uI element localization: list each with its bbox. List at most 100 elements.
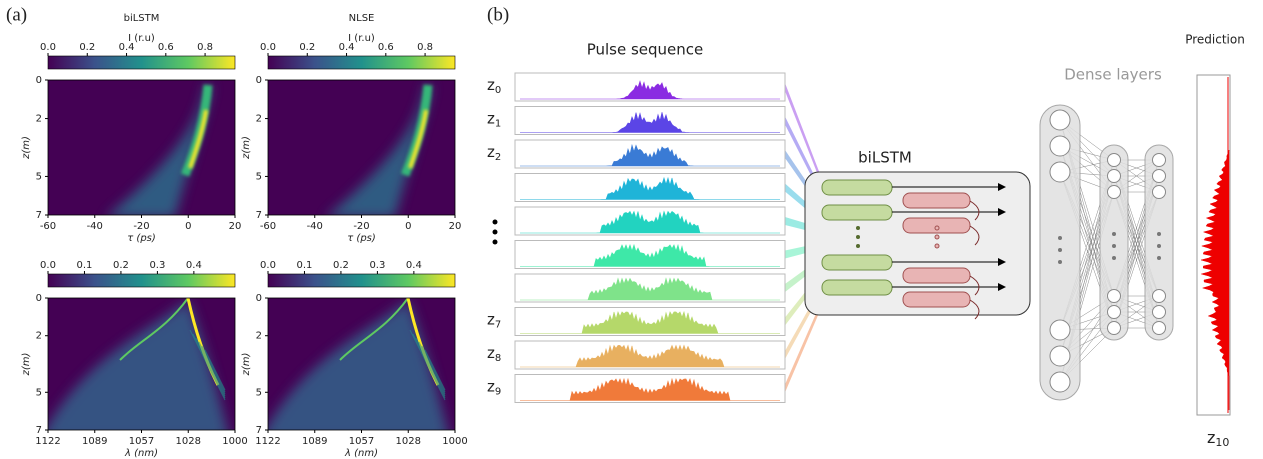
y-tick-label: 5 (36, 171, 42, 182)
z-letter: z (487, 76, 495, 94)
colorbar-tick-label: 0.2 (299, 42, 315, 53)
z-sub: 0 (495, 85, 501, 96)
colorbar-tick-label: 0.2 (113, 260, 129, 271)
z-letter: z (487, 310, 495, 328)
heatmap (260, 298, 455, 440)
x-tick-label: 1089 (82, 436, 107, 447)
colorbar-tick-label: 0.0 (40, 42, 56, 53)
panel-label: (a) (6, 4, 27, 25)
backward-cell (903, 292, 970, 307)
neuron (1050, 110, 1070, 130)
x-tick-label: 1028 (176, 436, 201, 447)
y-tick-label: 0 (256, 75, 262, 86)
output-z: z (1207, 428, 1215, 447)
x-tick-label: -20 (353, 221, 369, 232)
neuron (1108, 154, 1121, 167)
y-tick-label: 2 (256, 114, 262, 125)
colorbar-tick-label: 0.3 (149, 260, 165, 271)
x-axis-label: λ (nm) (124, 448, 158, 459)
z-label: z0 (487, 76, 501, 97)
y-axis-label: z(m) (21, 353, 32, 377)
plot-title: biLSTM (124, 13, 160, 24)
colorbar (48, 56, 235, 69)
lstm-dot (935, 244, 939, 248)
x-axis-label: τ (ps) (127, 233, 156, 244)
x-tick-label: 0 (405, 221, 411, 232)
forward-cell (822, 255, 892, 270)
prediction-label: Prediction (1185, 33, 1245, 47)
lstm-dot (935, 235, 939, 239)
colorbar-tick-label: 0.1 (297, 260, 313, 271)
ellipsis-dot (493, 230, 498, 235)
z-letter: z (487, 109, 495, 127)
neuron (1108, 322, 1121, 335)
colorbar-tick-label: 0.4 (339, 42, 355, 53)
z-letter: z (487, 143, 495, 161)
dense-label: Dense layers (1064, 66, 1162, 84)
z-letter: z (487, 377, 495, 395)
neuron (1153, 154, 1166, 167)
plot-title: NLSE (349, 13, 375, 24)
heatmap (268, 80, 455, 218)
dense-dot (1157, 256, 1161, 260)
colorbar-tick-label: 0.6 (378, 42, 394, 53)
colorbar-tick-label: 0.6 (158, 42, 174, 53)
colorbar (268, 274, 455, 287)
panel-label: (b) (487, 4, 509, 25)
z-sub: 9 (495, 387, 501, 398)
lstm-dot (856, 226, 860, 230)
neuron (1108, 290, 1121, 303)
x-tick-label: 1000 (442, 436, 467, 447)
output-label: z10 (1207, 428, 1229, 450)
neuron (1153, 322, 1166, 335)
x-tick-label: 1000 (222, 436, 247, 447)
neuron (1153, 186, 1166, 199)
x-tick-label: 1057 (129, 436, 154, 447)
y-tick-label: 0 (36, 293, 42, 304)
neuron (1050, 162, 1070, 182)
neuron (1050, 346, 1070, 366)
colorbar-tick-label: 0.8 (197, 42, 213, 53)
forward-cell (822, 205, 892, 220)
colorbar (268, 56, 455, 69)
z-sub: 8 (495, 353, 501, 364)
colorbar (48, 274, 235, 287)
x-tick-label: -40 (307, 221, 323, 232)
y-axis-label: z(m) (241, 136, 252, 160)
pulse-title: Pulse sequence (587, 41, 704, 59)
x-axis-label: τ (ps) (347, 233, 376, 244)
lstm-label: biLSTM (858, 149, 912, 167)
x-tick-label: 1122 (255, 436, 280, 447)
x-tick-label: 20 (229, 221, 242, 232)
dense-dot (1157, 244, 1161, 248)
dense-dot (1112, 244, 1116, 248)
backward-cell (903, 218, 970, 233)
heatmap-body (268, 80, 455, 218)
x-tick-label: 20 (449, 221, 462, 232)
x-tick-label: -20 (133, 221, 149, 232)
colorbar-tick-label: 0.0 (260, 42, 276, 53)
colorbar-tick-label: 0.0 (260, 260, 276, 271)
colorbar-tick-label: 0.8 (417, 42, 433, 53)
neuron (1153, 170, 1166, 183)
neuron (1153, 306, 1166, 319)
neuron (1108, 186, 1121, 199)
dense-dot (1157, 232, 1161, 236)
forward-cell (822, 280, 892, 295)
heatmap-body (48, 80, 235, 218)
lstm-dot (935, 226, 939, 230)
y-tick-label: 5 (36, 387, 42, 398)
x-tick-label: -60 (260, 221, 276, 232)
neuron (1108, 306, 1121, 319)
backward-cell (903, 193, 970, 208)
colorbar-tick-label: 0.2 (79, 42, 95, 53)
x-tick-label: -60 (40, 221, 56, 232)
colorbar-tick-label: 0.4 (406, 260, 422, 271)
z-label: z9 (487, 377, 501, 398)
y-tick-label: 0 (36, 75, 42, 86)
x-tick-label: 1089 (302, 436, 327, 447)
z-letter: z (487, 344, 495, 362)
x-tick-label: 1028 (396, 436, 421, 447)
y-tick-label: 7 (36, 210, 42, 221)
y-tick-label: 7 (36, 425, 42, 436)
